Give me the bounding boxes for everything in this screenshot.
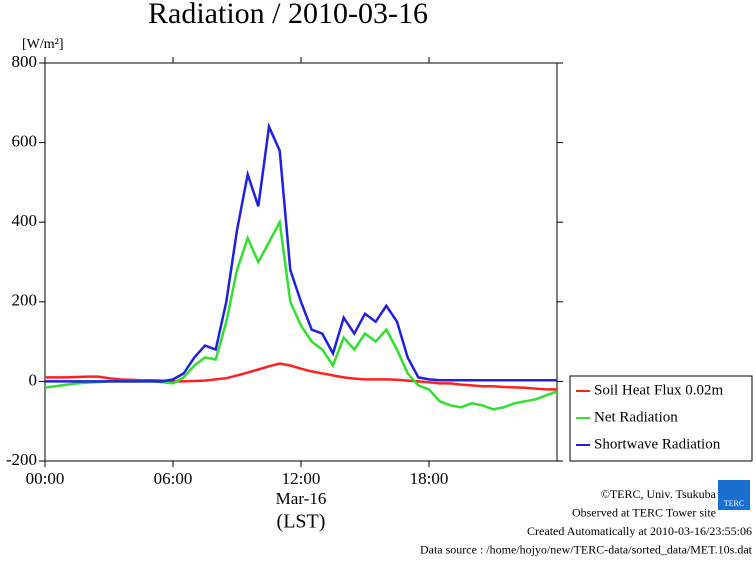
plot-frame <box>44 62 558 462</box>
footer-text: Data source : /home/hojyo/new/TERC-data/… <box>420 542 753 556</box>
y-tick-label: -200 <box>6 450 37 469</box>
legend-label: Net Radiation <box>594 409 678 425</box>
legend-label: Soil Heat Flux 0.02m <box>594 382 724 398</box>
footer-text: ©TERC, Univ. Tsukuba <box>601 487 717 501</box>
x-tick-label: 12:00 <box>282 469 321 488</box>
chart-title: Radiation / 2010-03-16 <box>148 0 428 30</box>
x-tick-label: 00:00 <box>26 469 65 488</box>
y-tick-label: 400 <box>12 211 38 230</box>
y-tick-label: 600 <box>12 132 38 151</box>
series-line <box>45 362 557 391</box>
x-axis-label: Mar-16 <box>276 489 327 508</box>
x-tick-label: 18:00 <box>410 469 449 488</box>
y-tick-label: 0 <box>29 370 38 389</box>
logo <box>718 480 750 510</box>
series-line <box>45 122 557 383</box>
x-axis-label: (LST) <box>277 511 326 533</box>
y-axis-label: [W/m²] <box>22 37 64 52</box>
footer-text: Observed at TERC Tower site <box>572 505 716 519</box>
logo-text: TERC <box>724 499 744 508</box>
legend-label: Shortwave Radiation <box>594 436 721 452</box>
y-tick-label: 800 <box>12 52 38 71</box>
y-tick-label: 200 <box>12 291 38 310</box>
legend-box <box>569 375 753 462</box>
footer-text: Created Automatically at 2010-03-16/23:5… <box>527 524 752 538</box>
x-tick-label: 06:00 <box>154 469 193 488</box>
